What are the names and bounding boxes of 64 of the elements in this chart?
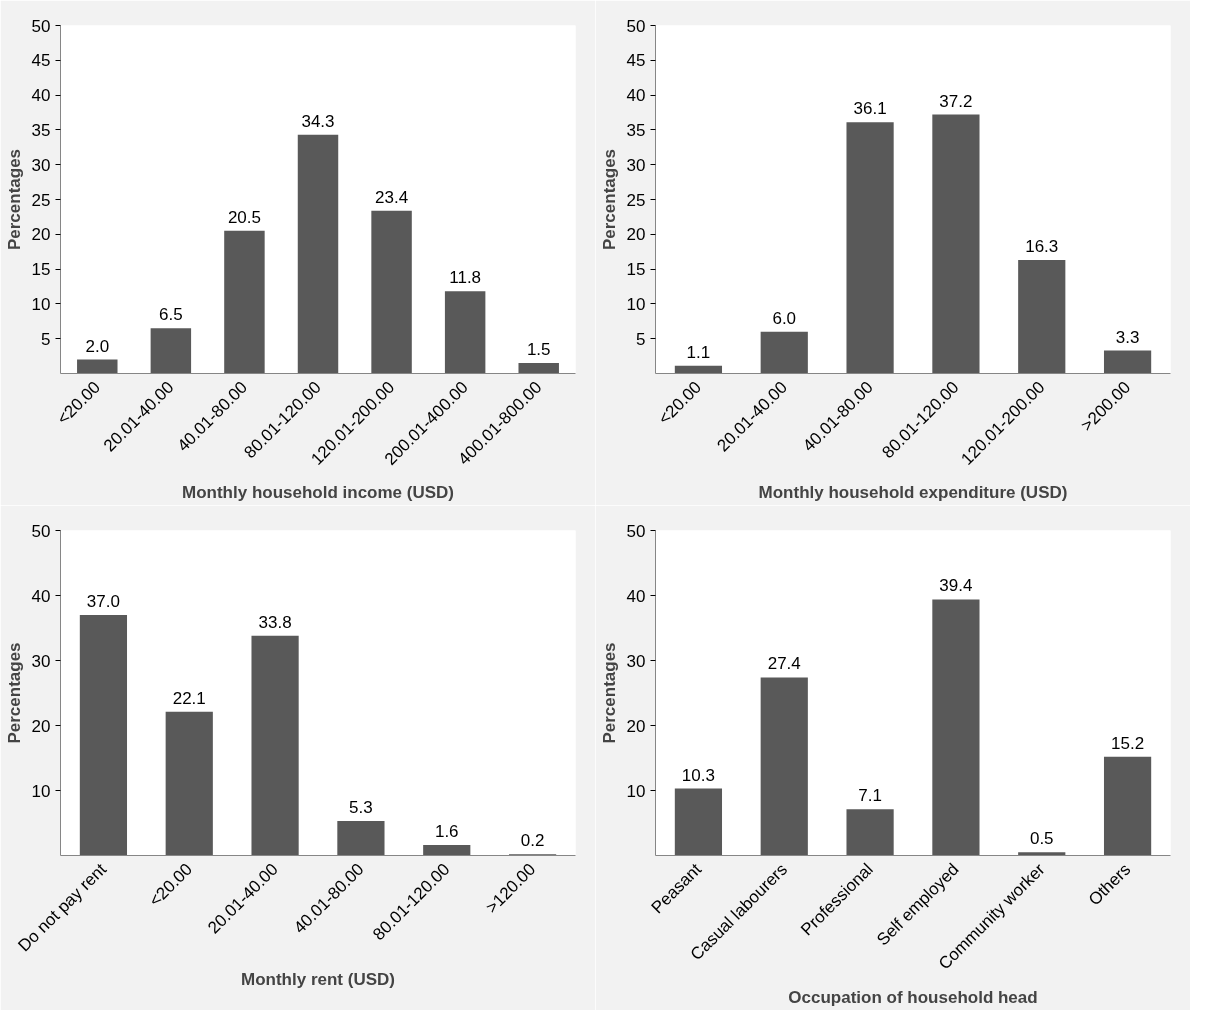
- y-tick-label: 45: [31, 51, 51, 71]
- x-axis-title: Monthly household expenditure (USD): [758, 483, 1068, 503]
- y-tick-label: 20: [626, 716, 646, 736]
- data-label: 5.3: [349, 798, 373, 818]
- y-tick-label: 20: [31, 716, 51, 736]
- y-tick-label: 15: [626, 260, 646, 280]
- data-label: 1.1: [686, 342, 711, 362]
- y-tick-label: 25: [626, 190, 646, 210]
- y-tick-label: 35: [31, 120, 51, 140]
- data-label: 15.2: [1111, 733, 1145, 753]
- data-label: 34.3: [301, 111, 335, 131]
- data-label: 11.8: [449, 268, 482, 288]
- y-tick-label: 40: [31, 586, 51, 606]
- y-tick-label: 30: [31, 155, 51, 175]
- y-tick-label: 45: [626, 51, 646, 71]
- data-label: 39.4: [939, 576, 973, 596]
- y-tick-label: 40: [626, 86, 646, 106]
- data-label: 1.5: [526, 340, 551, 360]
- data-label: 1.6: [434, 822, 459, 842]
- data-label: 0.5: [1029, 829, 1054, 849]
- data-label: 22.1: [172, 688, 206, 708]
- y-tick-label: 5: [41, 329, 51, 349]
- data-label: 3.3: [1115, 327, 1140, 347]
- y-tick-label: 10: [31, 781, 51, 801]
- data-label: 0.2: [520, 831, 545, 851]
- data-label: 2.0: [85, 336, 110, 356]
- data-label: 7.1: [858, 786, 882, 806]
- x-tick-label: Do not pay rent: [14, 859, 111, 956]
- y-tick-label: 50: [31, 16, 51, 36]
- y-tick-label: 5: [636, 329, 646, 349]
- y-tick-label: 10: [626, 294, 646, 314]
- data-label: 16.3: [1025, 237, 1059, 257]
- y-tick-label: 35: [626, 120, 646, 140]
- y-tick-label: 25: [31, 190, 51, 210]
- data-label: 37.2: [939, 91, 973, 111]
- y-axis-title: Percentages: [599, 148, 619, 251]
- data-label: 6.0: [772, 308, 797, 328]
- y-tick-label: 50: [31, 521, 51, 541]
- y-tick-label: 50: [626, 521, 646, 541]
- y-tick-label: 40: [626, 586, 646, 606]
- data-label: 20.5: [227, 207, 261, 227]
- y-axis-title: Percentages: [599, 642, 619, 744]
- y-tick-label: 40: [31, 86, 51, 106]
- y-tick-label: 20: [626, 225, 646, 245]
- data-label: 36.1: [853, 99, 887, 119]
- x-axis-title: Monthly rent (USD): [241, 970, 395, 990]
- y-tick-label: 20: [31, 225, 51, 245]
- data-label: 23.4: [375, 187, 409, 207]
- y-tick-label: 50: [626, 16, 646, 36]
- y-tick-label: 30: [31, 651, 51, 671]
- x-axis-title: Occupation of household head: [788, 988, 1038, 1008]
- y-tick-label: 10: [626, 781, 646, 801]
- y-tick-label: 15: [31, 260, 51, 280]
- data-label: 10.3: [681, 765, 715, 785]
- data-label: 6.5: [159, 305, 183, 325]
- y-tick-label: 30: [626, 155, 646, 175]
- data-label: 33.8: [258, 612, 292, 632]
- x-axis-title: Monthly household income (USD): [182, 483, 454, 503]
- y-tick-label: 10: [31, 294, 51, 314]
- y-axis-title: Percentages: [4, 148, 24, 251]
- data-label: 37.0: [86, 592, 120, 611]
- y-tick-label: 30: [626, 651, 646, 671]
- y-axis-title: Percentages: [4, 642, 24, 744]
- data-label: 27.4: [767, 654, 801, 674]
